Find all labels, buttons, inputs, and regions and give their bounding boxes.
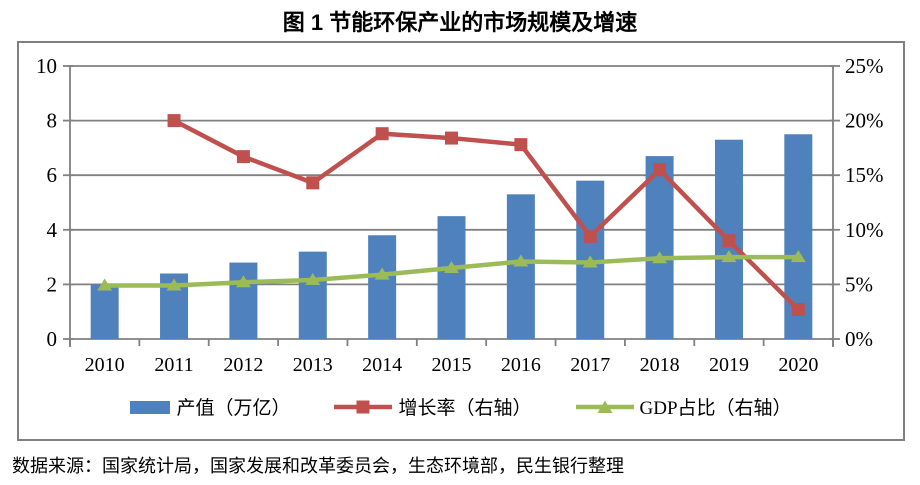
bar-2013	[298, 251, 327, 339]
gdp-marker-2014	[374, 267, 390, 280]
x-axis-label: 2015	[432, 354, 472, 376]
growth-marker-2018	[653, 163, 667, 177]
x-axis-label: 2010	[85, 354, 125, 376]
growth-marker-2012	[236, 150, 250, 164]
gdp-marker-2018	[652, 251, 668, 264]
line-square-swatch-icon	[334, 400, 393, 413]
left-axis-label: 10	[36, 54, 57, 78]
right-axis-label: 0%	[845, 327, 873, 351]
bar-2016	[506, 194, 535, 339]
gdp-marker-2020	[790, 250, 806, 263]
chart-frame: 0 2 4 6 8 10 0% 5% 10% 15% 20% 25% 2010 2011 2012 2013 2…	[17, 41, 905, 441]
data-source-note: 数据来源：国家统计局，国家发展和改革委员会，生态环境部，民生银行整理	[12, 456, 624, 476]
growth-marker-2013	[306, 176, 320, 190]
legend-item-gdp-share: GDP占比（右轴）	[575, 393, 792, 420]
right-axis-label: 15%	[845, 163, 884, 187]
bar-2012	[229, 262, 258, 339]
growth-marker-2014	[375, 127, 389, 141]
right-axis-label: 25%	[845, 54, 884, 78]
growth-marker-2016	[514, 138, 528, 152]
gdp-marker-2011	[166, 278, 182, 291]
left-axis-label: 6	[47, 163, 58, 187]
bar-2010	[90, 284, 119, 339]
chart-title: 图 1 节能环保产业的市场规模及增速	[282, 10, 638, 35]
x-axis-label: 2020	[778, 354, 818, 376]
left-axis-label: 0	[47, 327, 58, 351]
gdp-marker-2016	[513, 254, 529, 267]
x-axis-label: 2018	[640, 354, 680, 376]
bar-2015	[437, 216, 466, 339]
legend-label-gdp-share: GDP占比（右轴）	[639, 398, 792, 419]
right-axis-label: 5%	[845, 272, 873, 296]
left-axis-label: 8	[47, 109, 58, 133]
growth-marker-2020	[791, 303, 805, 317]
growth-marker-2011	[167, 114, 181, 128]
bar-series-swatch-icon	[130, 400, 171, 414]
chart-plot-area: 0 2 4 6 8 10 0% 5% 10% 15% 20% 25% 2010 2011 2012 2013 2…	[36, 54, 884, 376]
growth-marker-2015	[445, 131, 458, 145]
right-axis-label: 10%	[845, 218, 884, 242]
x-axis-label: 2012	[223, 354, 263, 376]
chart-legend: 产值（万亿） 增长率（右轴） GDP占比（右轴）	[19, 393, 903, 420]
x-axis-label: 2017	[570, 354, 610, 376]
left-axis-label: 4	[47, 218, 58, 242]
gdp-marker-2019	[721, 250, 737, 263]
bar-2018	[645, 156, 674, 339]
x-axis-label: 2011	[154, 354, 193, 376]
legend-label-growth: 增长率（右轴）	[398, 398, 532, 419]
x-axis-label: 2014	[362, 354, 402, 376]
x-axis-label: 2016	[501, 354, 541, 376]
legend-item-output: 产值（万亿）	[130, 393, 290, 420]
line-triangle-swatch-icon	[575, 400, 634, 413]
gdp-marker-2017	[582, 255, 598, 268]
legend-item-growth: 增长率（右轴）	[334, 393, 532, 420]
right-axis-label: 20%	[845, 109, 884, 133]
bar-2014	[368, 235, 397, 339]
growth-marker-2019	[722, 234, 736, 248]
left-axis-label: 2	[47, 272, 58, 296]
gdp-marker-2012	[235, 275, 251, 288]
x-axis-label: 2013	[293, 354, 333, 376]
legend-label-output: 产值（万亿）	[176, 398, 291, 419]
growth-marker-2017	[583, 229, 597, 243]
gdp-marker-2013	[305, 273, 321, 286]
x-axis-label: 2019	[709, 354, 749, 376]
gdp-marker-2015	[444, 261, 459, 274]
gdp-marker-2010	[97, 278, 113, 291]
growth-line	[173, 118, 800, 312]
